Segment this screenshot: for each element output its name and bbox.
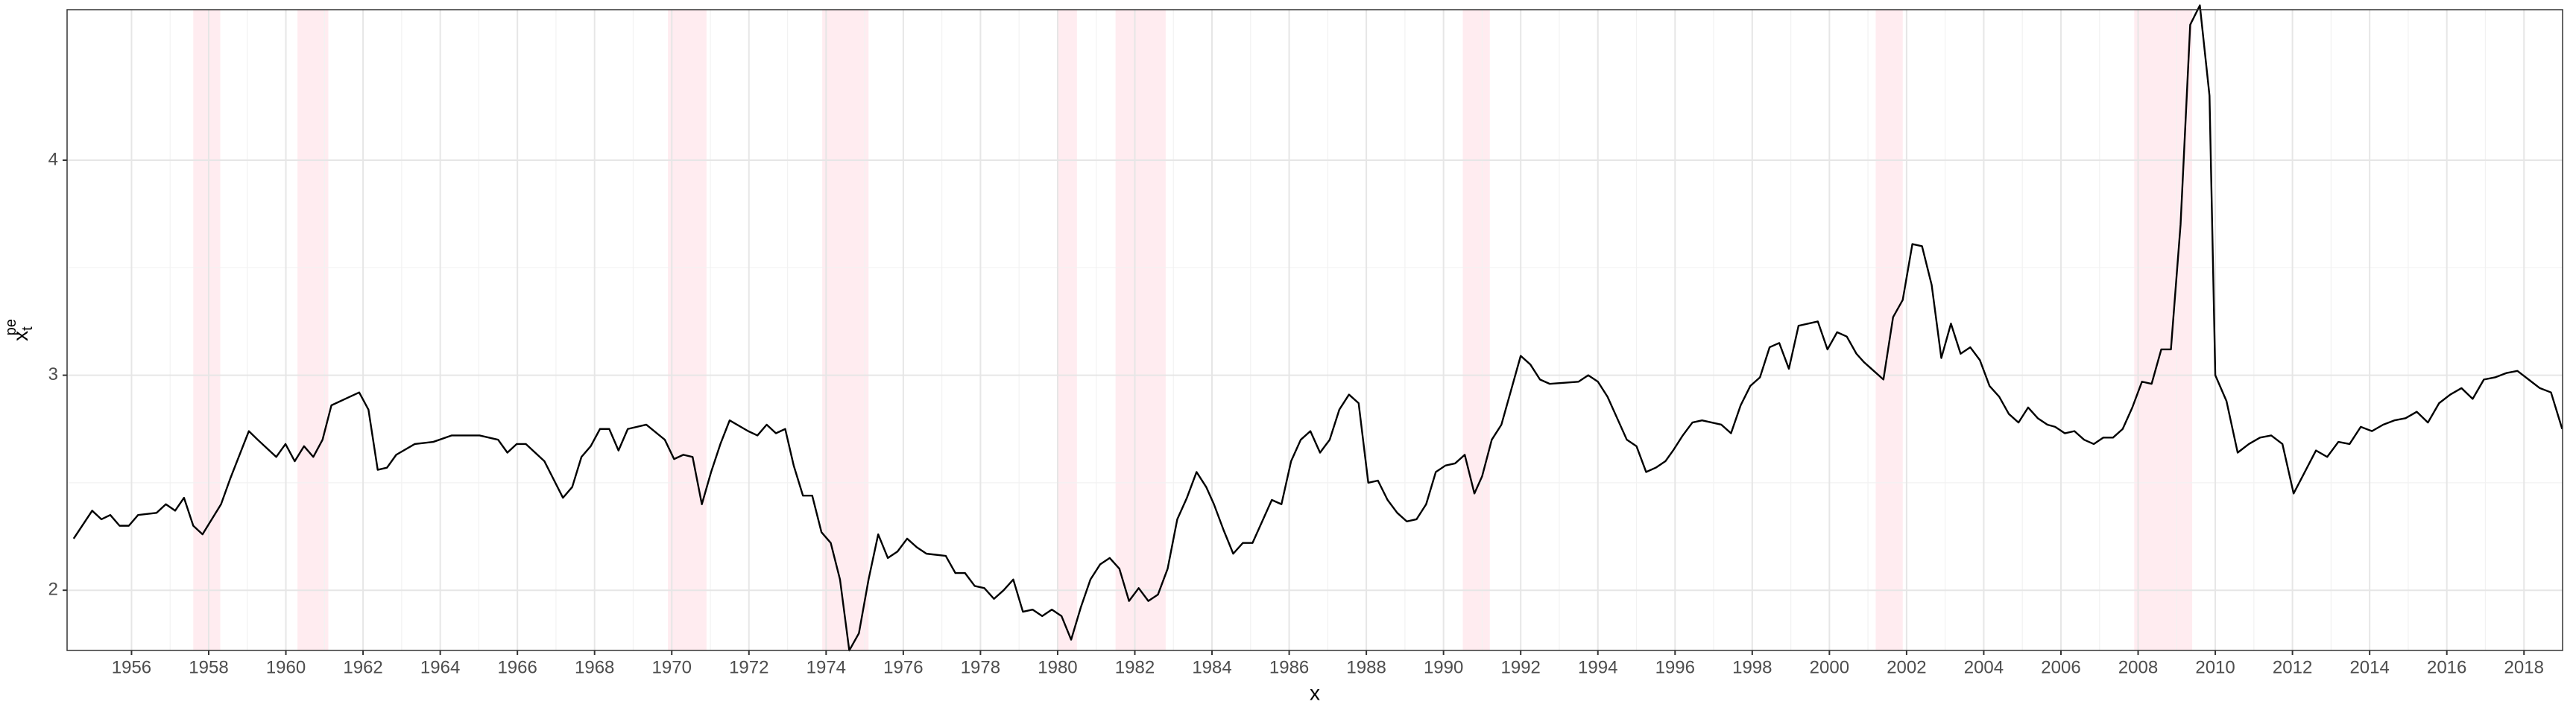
lines [72, 4, 2563, 652]
x-tick-label: 1966 [497, 657, 537, 677]
x-tick-label: 2012 [2273, 657, 2312, 677]
x-tick-label: 2000 [1810, 657, 1849, 677]
x-axis-title: x [1310, 681, 1320, 704]
x-tick-label: 1980 [1038, 657, 1077, 677]
y-title-sub: t [19, 326, 36, 331]
axes: 1956 1958 1960 1962 1964 1966 1968 1970 1972 1974… [48, 149, 2544, 677]
x-tick-label: 2002 [1887, 657, 1926, 677]
recession-band [1875, 10, 1903, 650]
x-tick-label: 1962 [343, 657, 382, 677]
x-tick-label: 1996 [1655, 657, 1695, 677]
x-tick-label: 1960 [266, 657, 306, 677]
x-tick-label: 1994 [1578, 657, 1617, 677]
recession-band [297, 10, 329, 650]
shaded-regions [193, 10, 2193, 650]
x-tick-label: 1998 [1732, 657, 1772, 677]
recession-band [193, 10, 221, 650]
x-tick-label: 1986 [1269, 657, 1309, 677]
y-tick-label: 3 [48, 364, 58, 384]
y-tick-label: 2 [48, 580, 58, 600]
series-line [72, 4, 2563, 652]
grid [67, 10, 2563, 650]
recession-band [668, 10, 707, 650]
x-tick-label: 1968 [575, 657, 614, 677]
recession-band [1462, 10, 1490, 650]
x-tick-label: 1972 [729, 657, 768, 677]
recession-band [1115, 10, 1166, 650]
x-tick-label: 1974 [806, 657, 846, 677]
x-tick-label: 1976 [883, 657, 923, 677]
x-tick-label: 1978 [961, 657, 1000, 677]
x-tick-label: 1964 [420, 657, 460, 677]
x-tick-label: 1958 [189, 657, 228, 677]
recession-band [1057, 10, 1077, 650]
panel-border [66, 9, 2563, 651]
recession-band [2134, 10, 2193, 650]
x-tick-label: 2018 [2504, 657, 2544, 677]
x-tick-label: 2006 [2041, 657, 2080, 677]
x-tick-label: 1990 [1424, 657, 1463, 677]
y-tick-label: 4 [48, 149, 58, 169]
x-tick-label: 2008 [2118, 657, 2158, 677]
x-tick-label: 1992 [1501, 657, 1541, 677]
x-tick-label: 2014 [2349, 657, 2389, 677]
y-title-base: x [9, 331, 32, 341]
x-tick-label: 2010 [2195, 657, 2235, 677]
recession-band [822, 10, 869, 650]
x-tick-label: 1982 [1115, 657, 1155, 677]
x-tick-label: 1984 [1192, 657, 1231, 677]
x-tick-label: 2016 [2427, 657, 2466, 677]
y-title-sup: pe [3, 319, 19, 335]
x-tick-label: 2004 [1964, 657, 2004, 677]
x-tick-label: 1988 [1346, 657, 1386, 677]
x-tick-label: 1956 [112, 657, 151, 677]
x-tick-label: 1970 [652, 657, 692, 677]
y-axis-title: xtpe [3, 319, 36, 341]
